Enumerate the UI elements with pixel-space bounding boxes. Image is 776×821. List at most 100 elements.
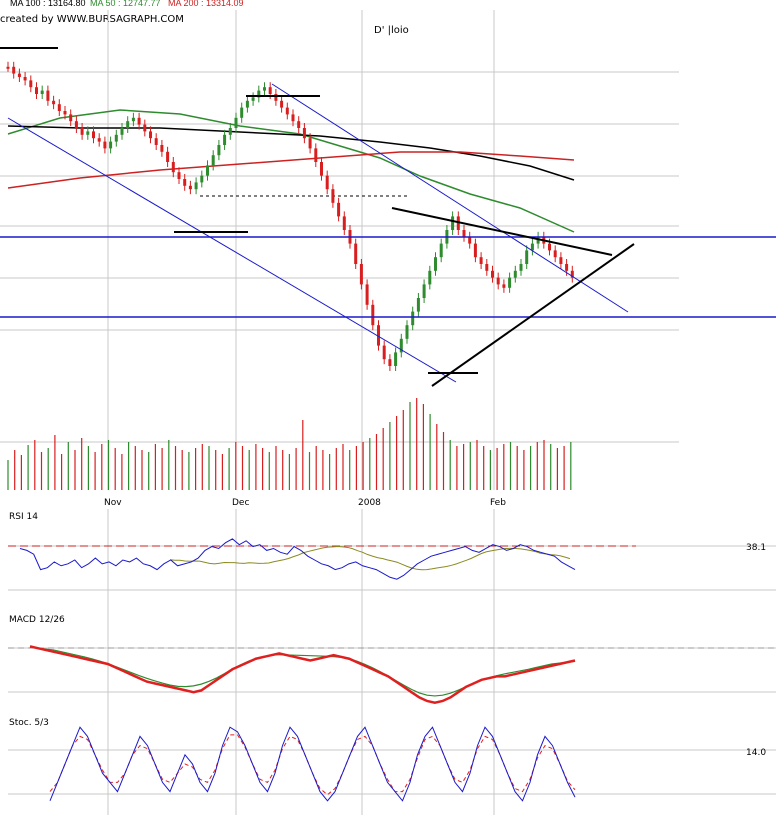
ma200-line — [7, 151, 575, 189]
candle-body-43 — [251, 97, 255, 101]
candle-body-75 — [434, 257, 437, 271]
candle-body-32 — [188, 185, 192, 190]
candle-body-88 — [508, 277, 512, 288]
candle-body-67 — [388, 359, 392, 366]
x-axis-labels: Nov Dec 2008 Feb — [104, 498, 506, 508]
triangle-upper — [391, 207, 613, 256]
candle-body-99 — [570, 270, 574, 278]
ma50-label: MA 50 : 12747.77 — [90, 0, 161, 8]
candle-body-70 — [405, 325, 409, 339]
candle-body-34 — [200, 175, 204, 183]
candle-body-81 — [468, 236, 472, 244]
rsi-last-value: 38.1 — [746, 543, 766, 553]
candle-body-76 — [439, 243, 443, 258]
candle-body-72 — [416, 298, 420, 312]
candle-body-90 — [519, 264, 523, 271]
candle-body-86 — [496, 277, 500, 285]
candle-body-64 — [371, 304, 375, 326]
candle-body-12 — [74, 121, 78, 128]
candle-body-30 — [177, 172, 181, 179]
candle-body-62 — [359, 264, 363, 285]
ma200-label: MA 200 : 13314.09 — [168, 0, 244, 8]
trend-lines — [0, 47, 776, 387]
candle-body-63 — [365, 284, 369, 305]
triangle-lower — [431, 243, 635, 387]
candle-body-51 — [297, 121, 301, 128]
candle-body-10 — [63, 111, 67, 115]
candle-body-66 — [382, 345, 386, 360]
volume-bars — [7, 398, 572, 490]
stoch-k-line — [49, 726, 576, 802]
candle-body-85 — [491, 270, 494, 278]
candle-body-36 — [211, 155, 215, 166]
rsi-panel: RSI 14 38.1 — [9, 512, 766, 580]
candle-body-14 — [86, 131, 90, 135]
candle-body-39 — [228, 128, 232, 135]
candle-body-18 — [109, 141, 113, 149]
candle-body-59 — [342, 216, 346, 230]
trend-upper-channel — [271, 83, 629, 313]
candle-body-68 — [394, 352, 398, 366]
candle-body-26 — [154, 138, 158, 145]
candle-body-91 — [525, 250, 529, 264]
candle-body-41 — [240, 107, 244, 118]
candle-body-74 — [428, 270, 432, 285]
candle-body-25 — [149, 131, 152, 139]
rsi-line — [19, 538, 576, 580]
candle-body-96 — [553, 250, 557, 258]
candle-body-5 — [35, 87, 38, 94]
candle-body-17 — [103, 141, 107, 149]
candle-body-87 — [502, 284, 506, 288]
candle-body-22 — [131, 117, 135, 122]
candle-body-57 — [331, 189, 335, 203]
candle-body-20 — [120, 128, 124, 135]
candle-body-80 — [462, 230, 466, 237]
candle-body-53 — [308, 138, 312, 149]
candle-body-71 — [411, 311, 415, 326]
macd-line — [29, 645, 576, 705]
candle-body-79 — [456, 216, 460, 230]
candle-body-95 — [548, 243, 551, 251]
candle-body-9 — [57, 104, 61, 111]
candle-body-61 — [354, 243, 358, 264]
macd-panel: MACD 12/26 — [9, 615, 576, 705]
candle-body-23 — [137, 117, 141, 125]
candle-body-19 — [114, 134, 118, 142]
candle-body-92 — [530, 243, 534, 251]
candle-body-35 — [206, 165, 209, 176]
candle-body-58 — [337, 202, 341, 217]
ma100-line — [7, 125, 575, 181]
candle-body-6 — [40, 90, 44, 94]
candle-body-54 — [314, 148, 318, 162]
candle-body-29 — [171, 162, 175, 173]
candle-body-40 — [234, 117, 238, 128]
candle-body-83 — [479, 257, 483, 264]
candle-body-31 — [183, 179, 187, 186]
candle-body-78 — [451, 216, 455, 230]
candle-body-55 — [320, 162, 323, 176]
x-label-2: 2008 — [358, 498, 381, 508]
x-label-1: Dec — [232, 498, 249, 508]
candle-body-24 — [143, 124, 147, 132]
candle-body-13 — [80, 128, 84, 135]
candle-body-27 — [160, 145, 164, 152]
ma100-label: MA 100 : 13164.80 — [10, 0, 86, 8]
candle-body-97 — [559, 257, 563, 264]
candle-body-82 — [473, 243, 477, 258]
candle-body-2 — [17, 73, 21, 77]
candle-body-21 — [126, 121, 130, 128]
x-label-3: Feb — [490, 498, 506, 508]
candle-body-1 — [12, 66, 16, 74]
rsi-title: RSI 14 — [9, 512, 38, 522]
candle-body-73 — [422, 284, 426, 298]
candle-body-42 — [245, 100, 249, 108]
symbol-label: D' |loio — [374, 25, 409, 36]
ma50-line — [7, 109, 575, 233]
candle-body-0 — [6, 66, 10, 69]
credit-label: created by WWW.BURSAGRAPH.COM — [0, 14, 184, 25]
candle-body-56 — [325, 175, 329, 190]
candle-body-4 — [29, 80, 33, 88]
candle-body-45 — [263, 87, 266, 91]
candle-body-69 — [399, 338, 403, 353]
